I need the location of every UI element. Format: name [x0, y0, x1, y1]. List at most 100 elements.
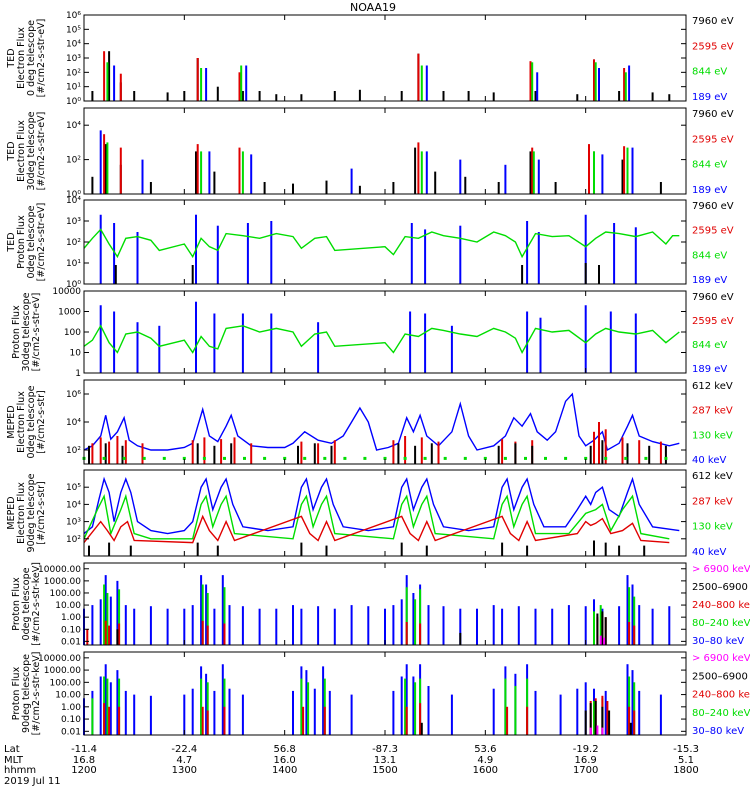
data-point	[463, 456, 467, 460]
y-tick-label: 10²	[66, 156, 81, 166]
y-axis-label: [#/cm2-s-str]	[36, 390, 47, 453]
y-tick-label: 0.01	[61, 727, 81, 737]
y-tick-label: 100	[64, 328, 81, 338]
series-blue	[83, 476, 680, 535]
y-tick-label: 100.00	[50, 589, 82, 599]
y-tick-label: 0.10	[61, 625, 81, 635]
legend-entry: 2595 eV	[692, 316, 734, 327]
y-axis-label: Electron Flux	[16, 27, 27, 89]
plot-frame	[83, 290, 687, 374]
data-point	[363, 456, 367, 460]
data-point	[243, 456, 246, 460]
series-green	[106, 142, 629, 194]
y-tick-label: 1000.00	[44, 577, 81, 587]
x-tick-label: 16.0	[274, 755, 296, 766]
data-point	[524, 456, 527, 460]
series-line-red	[83, 514, 670, 544]
panel-8: 0.01 0.10 1.00 10.00 100.00 1000.00 10000.00 Pr…	[11, 651, 750, 737]
y-axis-label: TED	[6, 48, 17, 68]
plot-frame	[83, 469, 687, 557]
legend-entry: 844 eV	[692, 340, 727, 351]
y-axis-label: 0 deg telescope	[26, 20, 37, 96]
y-tick-label: 10⁴	[66, 418, 81, 428]
legend-entry: 189 eV	[692, 275, 727, 286]
panel-6: 10² 10³ 10⁴ 10⁵ MEPED Electron Flux 90deg tele…	[6, 469, 733, 558]
legend-entry: 80–240 keV	[692, 618, 750, 629]
y-axis-label: Electron Flux	[16, 391, 27, 453]
panel-4: 1 10 100 1000 10000 Proton Flux 30deg telescop…	[11, 287, 734, 379]
y-tick-label: 10⁰	[66, 190, 81, 200]
series-line-green	[83, 324, 680, 355]
y-tick-label: 10⁴	[66, 196, 81, 206]
legend-entry: > 6900 keV	[692, 564, 750, 575]
y-tick-label: 100.00	[50, 678, 82, 688]
legend-entry: 130 keV	[692, 430, 733, 441]
panel-3: 10⁰ 10¹ 10² 10³ 10⁴ TED Proton Flux 0deg telesc…	[6, 196, 734, 290]
legend-entry: 189 eV	[692, 185, 727, 196]
legend-entry: 40 keV	[692, 455, 726, 466]
x-tick-label: -15.3	[673, 744, 699, 755]
data-point	[182, 456, 186, 460]
legend-entry: 240–800 keV	[692, 690, 750, 701]
series-black	[88, 540, 646, 556]
y-axis-label: 0deg telescope	[26, 205, 37, 278]
x-tick-label: 1500	[372, 765, 397, 776]
data-point	[584, 456, 588, 460]
y-tick-label: 10000	[52, 287, 81, 297]
x-tick-label: 1200	[71, 765, 96, 776]
panel-7: 0.01 0.10 1.00 10.00 100.00 1000.00 10000.00 Pr…	[11, 562, 750, 647]
x-row-label: Lat	[4, 744, 20, 755]
x-tick-label: 53.6	[474, 744, 496, 755]
series-line-green	[83, 228, 680, 259]
y-tick-label: 10⁵	[66, 483, 81, 493]
y-axis-label: [#/cm2-s-str-keV]	[31, 652, 42, 736]
y-tick-label: 10¹	[66, 259, 81, 269]
y-axis-label: Electron Flux	[16, 482, 27, 544]
y-axis-label: [#/cm2-s-str-keV]	[31, 562, 42, 646]
y-tick-label: 10²	[66, 238, 81, 248]
legend-entry: 2595 eV	[692, 41, 734, 52]
y-tick-label: 1.00	[61, 703, 81, 713]
y-axis-label: [#/cm2-s-str-eV]	[31, 293, 42, 372]
data-point	[503, 456, 507, 460]
data-point	[323, 456, 327, 460]
legend-entry: 612 keV	[692, 381, 733, 392]
series-line-blue	[83, 392, 680, 452]
data-point	[423, 456, 427, 460]
series-blue	[83, 575, 671, 645]
legend-entry: 80–240 keV	[692, 708, 750, 719]
x-tick-label: 1600	[473, 765, 498, 776]
y-axis-label: TED	[6, 141, 17, 161]
y-tick-label: 0.10	[61, 715, 81, 725]
y-tick-label: 10.00	[55, 601, 81, 611]
panel-1: 10⁰ 10¹ 10² 10³ 10⁴ 10⁵ 10⁶ TED Electron Flux 0 d…	[6, 11, 734, 107]
y-tick-label: 10³	[66, 518, 81, 528]
plot-frame	[83, 199, 687, 285]
x-tick-label: 16.9	[575, 755, 597, 766]
x-tick-label: 1300	[172, 765, 197, 776]
y-tick-label: 10⁰	[66, 280, 81, 290]
y-tick-label: 10000.00	[38, 565, 81, 575]
data-point	[303, 456, 307, 460]
series-black	[116, 611, 607, 645]
y-tick-label: 10000.00	[38, 654, 81, 664]
y-tick-label: 1000	[58, 308, 81, 318]
data-point	[403, 456, 407, 460]
y-tick-label: 10³	[66, 54, 81, 64]
data-point	[604, 456, 608, 460]
y-tick-label: 1	[75, 369, 81, 379]
x-tick-label: 5.1	[678, 755, 694, 766]
x-row-label: hhmm	[4, 765, 36, 776]
y-axis-label: [#/cm2-s-str]	[36, 481, 47, 544]
x-tick-label: 13.1	[374, 755, 396, 766]
legend-entry: 612 keV	[692, 471, 733, 482]
data-point	[383, 456, 387, 460]
x-tick-label: 16.8	[73, 755, 95, 766]
y-axis-label: 30deg telescope	[21, 292, 32, 371]
legend-entry: 7960 eV	[692, 109, 734, 120]
panel-2: 10⁰ 10² 10⁴ TED Electron Flux 30deg telescope…	[6, 107, 734, 200]
y-tick-label: 10.00	[55, 691, 81, 701]
